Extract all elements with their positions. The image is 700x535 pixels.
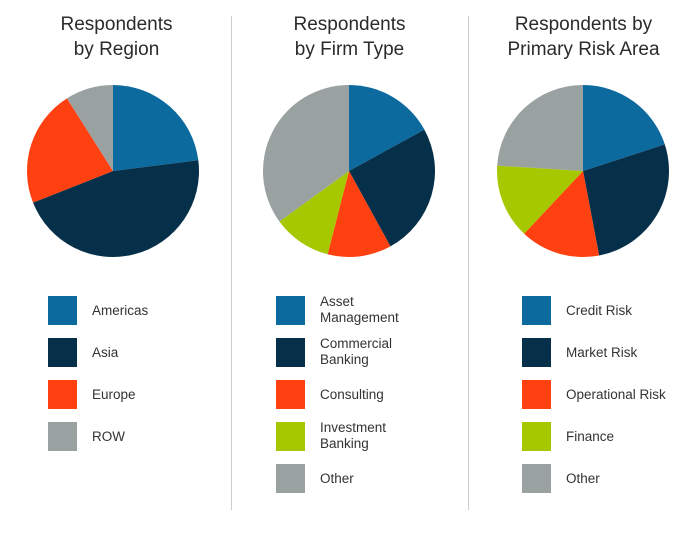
- pie-slice-market-risk: [583, 144, 670, 256]
- legend-item-credit-risk: Credit Risk: [522, 296, 700, 326]
- legend-label-line: Investment: [320, 420, 387, 435]
- legend-swatch: [522, 380, 551, 409]
- risk-area-panel: Respondents by Primary Risk Area Credit …: [467, 0, 700, 535]
- legend-swatch: [48, 338, 77, 367]
- legend-label-line: Commercial: [320, 336, 393, 351]
- legend-swatch: [522, 338, 551, 367]
- chart-title-line-1: Respondents: [293, 14, 406, 35]
- legend-item-consulting: Consulting: [276, 380, 509, 410]
- chart-title-line-2: Primary Risk Area: [507, 39, 660, 60]
- pie-slice-other: [497, 85, 583, 171]
- legend-item-commercial-banking: Commercial Banking: [276, 336, 509, 368]
- divider: [468, 16, 469, 510]
- legend-swatch: [276, 464, 305, 493]
- pie-slice-finance: [497, 165, 583, 234]
- legend-swatch: [522, 296, 551, 325]
- legend-label: Commercial Banking: [320, 336, 392, 368]
- chart-title: Respondents by Region: [0, 12, 233, 62]
- legend-item-asset-management: Asset Management: [276, 294, 509, 326]
- chart-title-line-2: by Firm Type: [294, 39, 405, 60]
- legend-item-investment-banking: Investment Banking: [276, 420, 509, 452]
- legend-item-finance: Finance: [522, 422, 700, 452]
- legend-label: Finance: [566, 429, 615, 444]
- pie-slice-consulting: [327, 171, 391, 258]
- chart-title-line-1: Respondents: [60, 14, 173, 35]
- legend-label: Credit Risk: [566, 303, 633, 318]
- legend-item-market-risk: Market Risk: [522, 338, 700, 368]
- legend-swatch: [522, 464, 551, 493]
- pie-slice-commercial-banking: [349, 129, 435, 247]
- legend-label: Other: [566, 471, 600, 486]
- legend-swatch: [48, 296, 77, 325]
- divider: [231, 16, 232, 510]
- legend-label-line: Asset: [320, 294, 354, 309]
- legend-swatch: [276, 296, 305, 325]
- legend-label: Operational Risk: [566, 387, 666, 402]
- legend-swatch: [48, 380, 77, 409]
- pie-slice-asset-management: [349, 85, 425, 171]
- legend-swatch: [276, 338, 305, 367]
- chart-title-line-2: by Region: [73, 39, 160, 60]
- legend-item-operational-risk: Operational Risk: [522, 380, 700, 410]
- legend-label: Americas: [92, 303, 149, 318]
- legend-swatch: [276, 422, 305, 451]
- pie-slice-americas: [113, 85, 199, 171]
- chart-title: Respondents by Firm Type: [233, 12, 466, 62]
- legend-label-line: Banking: [320, 352, 369, 367]
- firm-type-pie-chart: [262, 85, 435, 258]
- pie-slice-row: [66, 85, 113, 171]
- legend-label-line: Banking: [320, 436, 369, 451]
- legend-label: Market Risk: [566, 345, 638, 360]
- pie-slice-other: [262, 85, 349, 222]
- legend-label: Other: [320, 471, 354, 486]
- legend-swatch: [522, 422, 551, 451]
- pie-slice-europe: [27, 98, 114, 203]
- region-panel: Respondents by Region Americas Asia Europe…: [0, 0, 233, 535]
- chart-title: Respondents by Primary Risk Area: [467, 12, 700, 62]
- pie-slice-operational-risk: [524, 171, 600, 258]
- legend-label: Investment Banking: [320, 420, 386, 452]
- legend-label: ROW: [92, 429, 125, 444]
- legend-swatch: [276, 380, 305, 409]
- pie-slice-investment-banking: [279, 171, 349, 255]
- region-pie-chart: [27, 85, 199, 257]
- legend-item-asia: Asia: [48, 338, 281, 368]
- legend-label-line: Management: [320, 310, 399, 325]
- pie-slice-credit-risk: [583, 85, 665, 171]
- legend-item-europe: Europe: [48, 380, 281, 410]
- pie-slice-asia: [33, 160, 199, 257]
- legend-item-americas: Americas: [48, 296, 281, 326]
- legend-label: Asia: [92, 345, 119, 360]
- legend-item-other: Other: [276, 464, 509, 494]
- firm-type-panel: Respondents by Firm Type Asset Management…: [233, 0, 466, 535]
- legend-label: Europe: [92, 387, 136, 402]
- legend-label: Consulting: [320, 387, 384, 402]
- legend-item-row: ROW: [48, 422, 281, 452]
- legend-swatch: [48, 422, 77, 451]
- risk-area-pie-chart: [497, 85, 670, 258]
- legend-item-other: Other: [522, 464, 700, 494]
- legend-label: Asset Management: [320, 294, 399, 326]
- chart-title-line-1: Respondents by: [514, 14, 653, 35]
